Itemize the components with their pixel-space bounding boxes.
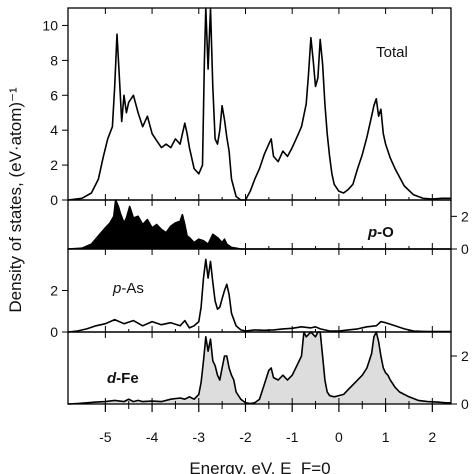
y-tick-label-total: 8 bbox=[50, 52, 58, 68]
y-tick-label-p-o: 0 bbox=[461, 241, 469, 257]
y-tick-label-total: 4 bbox=[50, 122, 58, 138]
y-tick-label-p-as: 0 bbox=[50, 324, 58, 340]
x-tick-label: -1 bbox=[286, 429, 299, 445]
y-tick-label-d-fe: 2 bbox=[461, 348, 469, 364]
panel-label-italic: d bbox=[107, 370, 117, 387]
x-tick-label: -4 bbox=[146, 429, 159, 445]
y-tick-label-total: 2 bbox=[50, 157, 58, 173]
series-fill-p-o bbox=[68, 200, 451, 249]
panel-total: 0 2 4 6 8 10 Total bbox=[42, 7, 452, 208]
panel-label-p-o: p-O bbox=[367, 224, 394, 241]
panel-label-text: -As bbox=[121, 280, 144, 297]
panel-label-italic: p bbox=[367, 224, 377, 241]
y-axis-title: Density of states, (eV·atom)⁻¹ bbox=[6, 87, 25, 313]
x-tick-label: 1 bbox=[382, 429, 390, 445]
y-tick-label-total: 10 bbox=[42, 17, 58, 33]
series-line-p-as bbox=[67, 258, 451, 333]
panel-label-text: -O bbox=[377, 224, 394, 241]
panel-label-total: Total bbox=[376, 44, 408, 61]
y-tick-label-total: 6 bbox=[50, 87, 58, 103]
y-tick-label-d-fe: 0 bbox=[461, 396, 469, 412]
x-axis-title: Energy, eV, E_F=0 bbox=[189, 459, 330, 474]
x-tick-label: -2 bbox=[239, 429, 252, 445]
panel-label-text: -Fe bbox=[116, 370, 139, 387]
series-line-d-fe bbox=[67, 331, 451, 405]
panel-label-italic: p bbox=[112, 280, 121, 297]
series-fill-d-fe bbox=[68, 332, 451, 404]
panel-label-d-fe: d-Fe bbox=[107, 370, 139, 387]
series-line-total bbox=[67, 7, 451, 201]
x-tick-label: 0 bbox=[335, 429, 343, 445]
x-tick-label: 2 bbox=[428, 429, 436, 445]
panel-frame-d-fe bbox=[67, 331, 452, 405]
x-axis: -5 -4 -3 -2 -1 0 1 2 bbox=[99, 404, 436, 445]
y-tick-label-p-as: 2 bbox=[50, 283, 58, 299]
y-tick-label-total: 0 bbox=[50, 192, 58, 208]
panel-d-fe: 0 2 d-Fe bbox=[67, 331, 469, 412]
x-tick-label: -5 bbox=[99, 429, 112, 445]
y-tick-label-p-o: 2 bbox=[461, 208, 469, 224]
x-tick-label: -3 bbox=[193, 429, 206, 445]
panel-p-as: 0 2 p-As bbox=[50, 248, 452, 340]
panel-label-p-as: p-As bbox=[112, 280, 144, 297]
